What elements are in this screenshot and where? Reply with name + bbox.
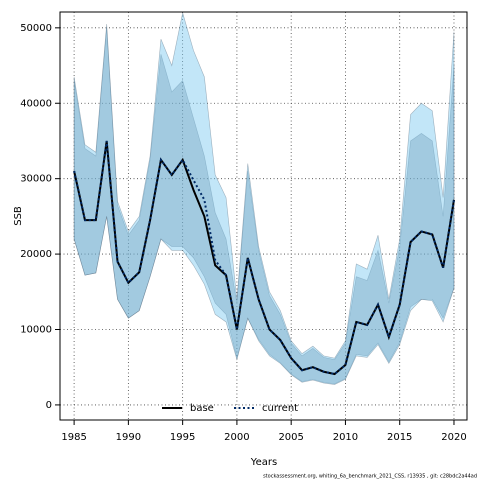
y-tick-label: 40000 (20, 98, 52, 109)
x-axis-label: Years (250, 457, 277, 468)
y-tick-label: 50000 (20, 23, 52, 34)
x-tick-label: 2005 (278, 432, 303, 443)
x-tick-label: 2020 (441, 432, 466, 443)
y-tick-label: 0 (46, 400, 52, 411)
x-tick-label: 2000 (224, 432, 249, 443)
y-axis-label: SSB (13, 206, 24, 226)
x-tick-label: 1985 (61, 432, 86, 443)
x-tick-label: 2010 (333, 432, 358, 443)
legend-label: base (190, 403, 214, 414)
confidence-band (73, 27, 455, 385)
series-line (73, 140, 455, 376)
x-tick-label: 1990 (116, 432, 141, 443)
footnote: stockassessment.org, whiting_6a_benchmar… (263, 474, 477, 480)
y-tick-label: 30000 (20, 174, 52, 185)
y-tick-label: 20000 (20, 249, 52, 260)
x-tick-label: 2015 (387, 432, 412, 443)
x-tick-label: 1995 (170, 432, 195, 443)
plot-frame (59, 11, 468, 421)
y-tick-label: 10000 (20, 325, 52, 336)
legend-label: current (262, 403, 298, 414)
confidence-band (73, 12, 455, 385)
